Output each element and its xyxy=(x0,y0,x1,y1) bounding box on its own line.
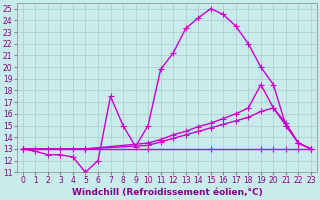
X-axis label: Windchill (Refroidissement éolien,°C): Windchill (Refroidissement éolien,°C) xyxy=(72,188,262,197)
